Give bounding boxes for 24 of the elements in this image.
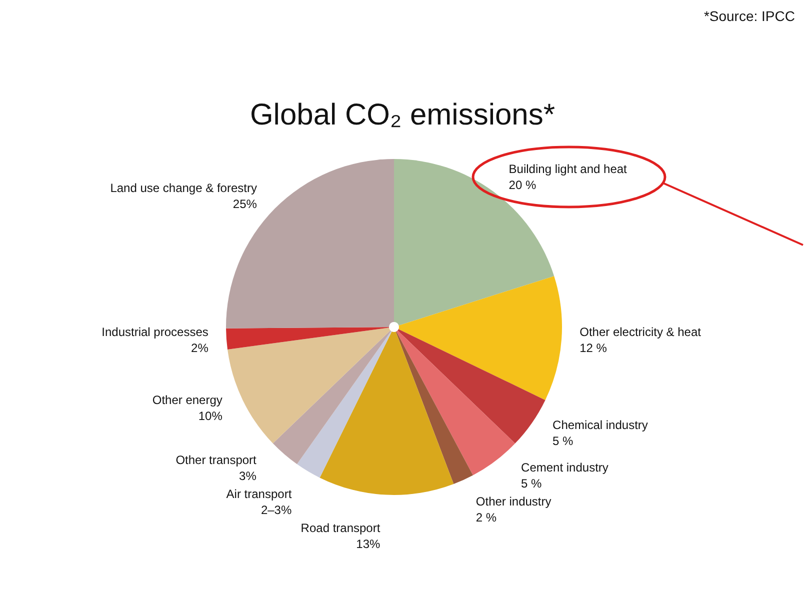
slice-label: Industrial processes <box>102 325 208 340</box>
slice-label: Other industry <box>476 494 552 508</box>
data-label: 2% <box>191 341 209 356</box>
slice-label: Road transport <box>300 521 381 536</box>
slice-label: Other electricity & heat <box>580 325 702 340</box>
data-label: 2 % <box>476 510 497 524</box>
slice-label: Chemical industry <box>552 418 648 432</box>
data-label: 12 % <box>580 341 608 356</box>
data-label: 3% <box>239 469 257 484</box>
slice-label: Cement industry <box>521 460 608 474</box>
data-label: 2–3% <box>260 503 292 518</box>
chart-title: Global CO₂ emissions* <box>250 98 556 132</box>
data-label: 25% <box>232 197 258 211</box>
data-label: 5 % <box>521 476 542 490</box>
slice-label: Other transport <box>176 453 258 468</box>
slice-label: Other energy <box>152 392 222 407</box>
data-label: 10% <box>198 408 223 423</box>
slice-label: Building light and heat <box>508 162 628 176</box>
slice-label: Land use change & forestry <box>110 181 257 195</box>
text: *Source: IPCC <box>704 8 795 24</box>
slice-label: Air transport <box>226 487 292 502</box>
data-label: 13% <box>356 537 381 552</box>
data-label: 5 % <box>552 434 574 448</box>
data-label: 20 % <box>508 178 536 192</box>
